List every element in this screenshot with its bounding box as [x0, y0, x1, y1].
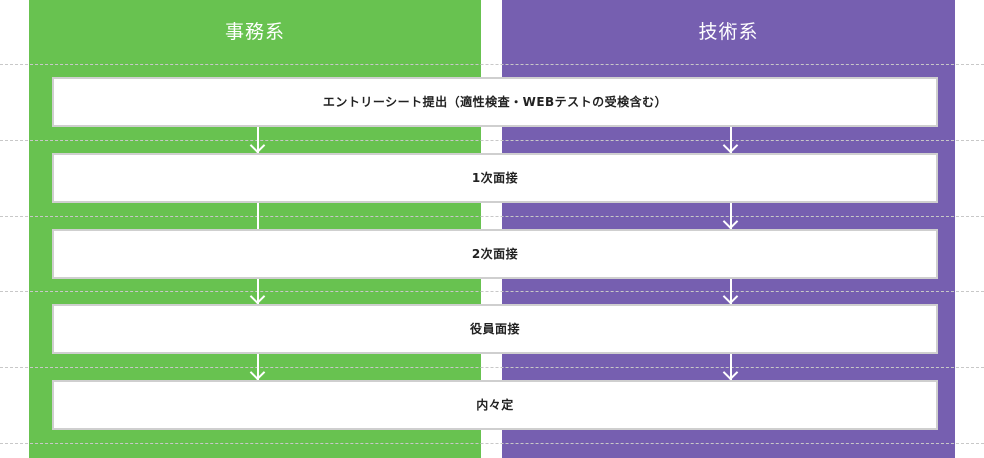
down-arrow-icon [249, 127, 266, 154]
down-arrow-icon [249, 354, 266, 381]
down-arrow-icon [722, 354, 739, 381]
step-first-interview: 1次面接 [52, 153, 938, 203]
connector-line [250, 203, 266, 229]
divider-line [0, 367, 984, 368]
office-track-title: 事務系 [224, 21, 285, 43]
step-executive-interview: 役員面接 [52, 304, 938, 354]
divider-line [0, 140, 984, 141]
step-informal-offer: 内々定 [52, 380, 938, 430]
divider-line [0, 443, 984, 444]
down-arrow-icon [722, 203, 739, 230]
step-entry-sheet: エントリーシート提出（適性検査・WEBテストの受検含む） [52, 77, 938, 127]
divider-line [0, 216, 984, 217]
divider-line [0, 64, 984, 65]
down-arrow-icon [722, 127, 739, 154]
down-arrow-icon [249, 279, 266, 305]
down-arrow-icon [722, 279, 739, 305]
divider-line [0, 291, 984, 292]
tech-track-title: 技術系 [698, 21, 759, 43]
step-second-interview: 2次面接 [52, 229, 938, 279]
